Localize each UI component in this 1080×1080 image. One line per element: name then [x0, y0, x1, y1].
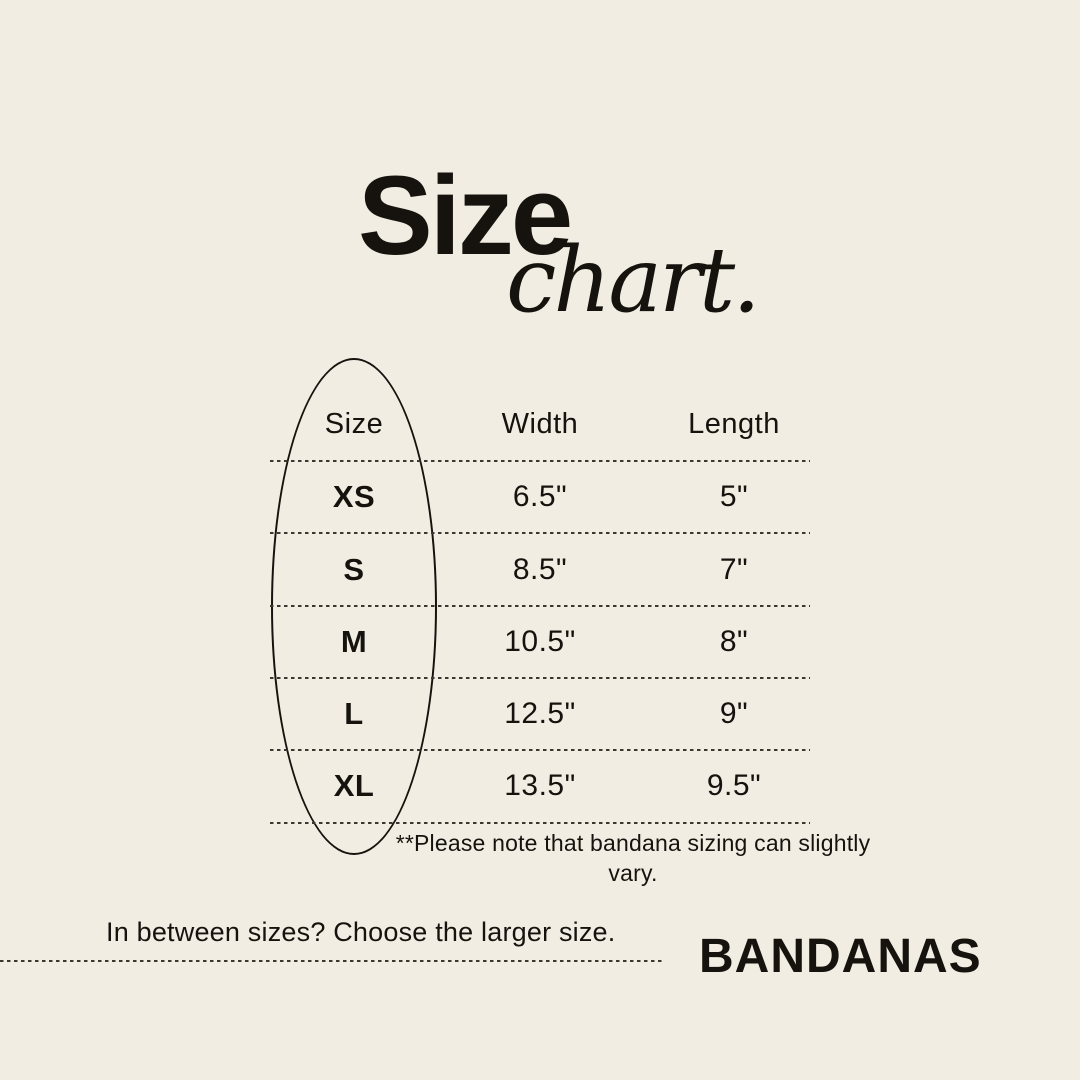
table-cell-length-xs: 5" — [719, 480, 749, 513]
brand-bandanas: BANDANAS — [699, 930, 982, 983]
row-separator — [270, 749, 810, 751]
table-cell-size-l: L — [344, 696, 364, 731]
page-title: Size — [358, 153, 573, 278]
table-cell-size-xl: XL — [333, 768, 375, 803]
table-cell-width-l: 12.5" — [504, 697, 576, 730]
table-cell-size-xs: XS — [332, 479, 376, 514]
table-cell-width-m: 10.5" — [504, 625, 576, 658]
table-cell-width-xs: 6.5" — [512, 480, 568, 513]
table-cell-length-s: 7" — [719, 553, 749, 586]
row-separator — [270, 532, 810, 534]
row-separator — [270, 677, 810, 679]
table-cell-size-s: S — [343, 552, 365, 587]
table-cell-length-xl: 9.5" — [706, 769, 762, 802]
page-title-script: chart. — [506, 228, 761, 333]
row-separator — [270, 605, 810, 607]
row-separator — [270, 460, 810, 462]
column-header-length: Length — [688, 408, 780, 440]
sizing-note: **Please note that bandana sizing can sl… — [395, 830, 871, 886]
column-header-width: Width — [501, 408, 579, 440]
between-sizes-tip: In between sizes? Choose the larger size… — [106, 917, 616, 947]
table-cell-width-xl: 13.5" — [504, 769, 576, 802]
footer-dotted-line — [0, 960, 664, 962]
table-cell-size-m: M — [340, 624, 368, 659]
table-cell-length-l: 9" — [719, 697, 749, 730]
row-separator — [270, 822, 810, 824]
table-cell-length-m: 8" — [719, 625, 749, 658]
column-header-size: Size — [324, 408, 384, 440]
table-cell-width-s: 8.5" — [512, 553, 568, 586]
